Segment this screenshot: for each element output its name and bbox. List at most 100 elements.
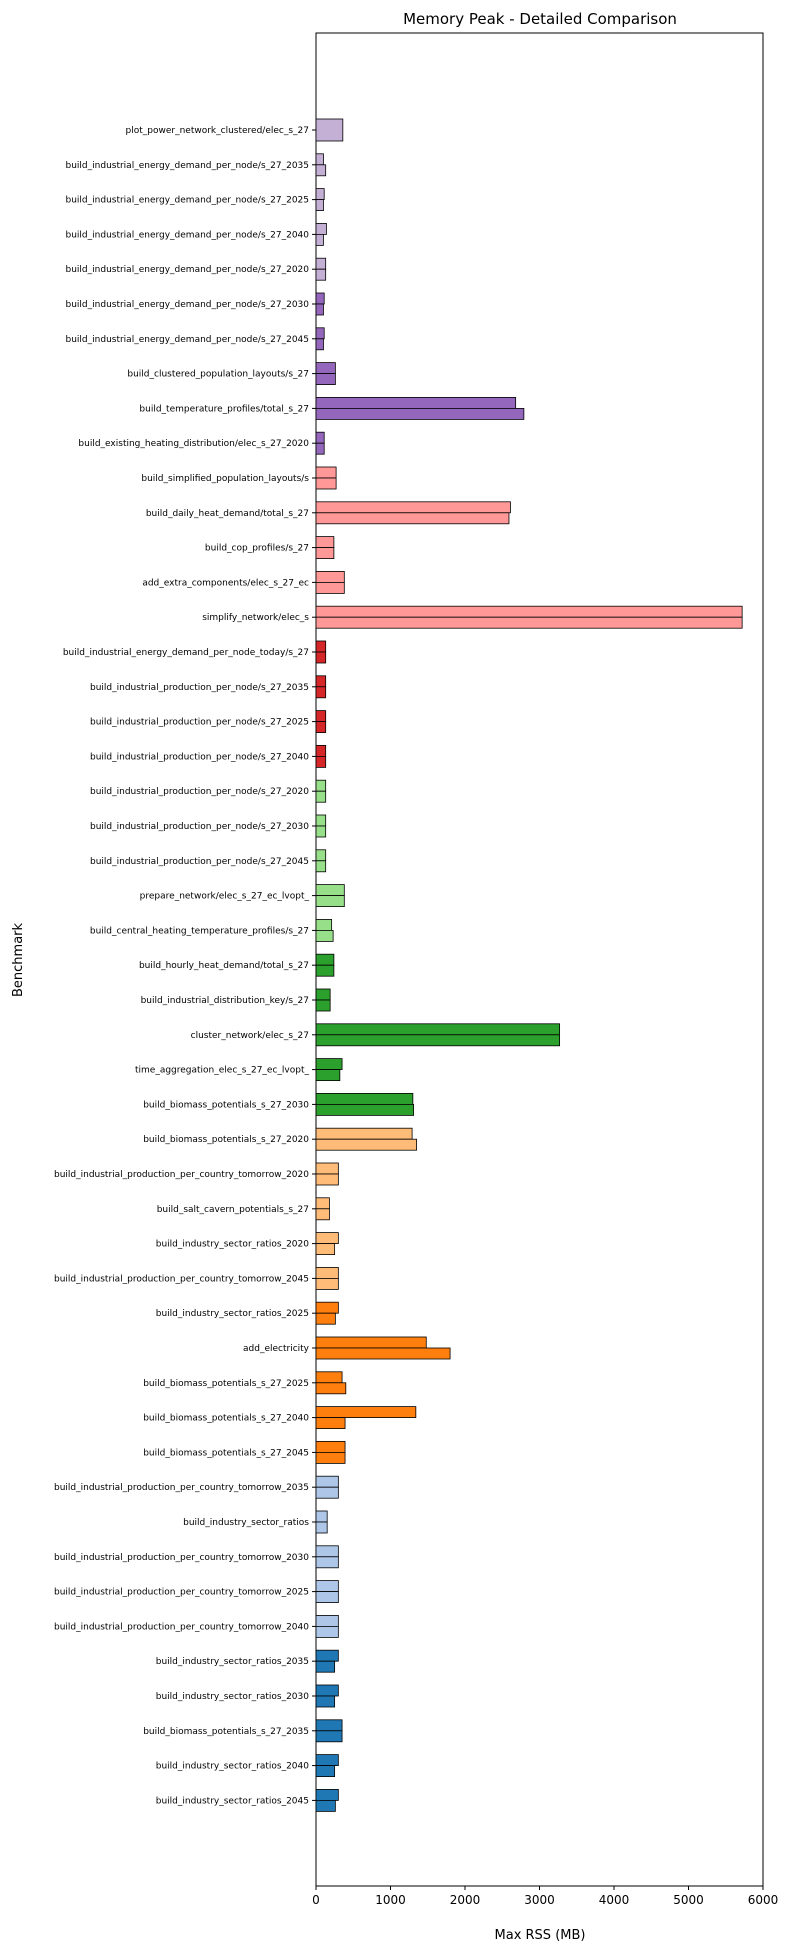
bar-5-1 bbox=[315, 303, 324, 316]
category-label-35: add_electricity bbox=[243, 1344, 310, 1354]
bar-13-1 bbox=[315, 582, 345, 594]
bar-39-0 bbox=[315, 1475, 339, 1488]
bar-40-1 bbox=[315, 1521, 328, 1534]
bar-34-0 bbox=[315, 1301, 339, 1314]
bar-36-1 bbox=[315, 1382, 347, 1395]
bar-15-1 bbox=[315, 651, 327, 664]
bar-16-1 bbox=[315, 686, 327, 699]
category-label-32: build_industry_sector_ratios_2020 bbox=[156, 1240, 310, 1250]
bar-48-1 bbox=[315, 1800, 336, 1812]
bar-45-0 bbox=[315, 1684, 339, 1697]
category-label-13: add_extra_components/elec_s_27_ec bbox=[142, 578, 309, 588]
x-tick-label-2: 2000 bbox=[450, 1893, 481, 1907]
x-tick-label-4: 4000 bbox=[599, 1893, 630, 1907]
bar-26-1 bbox=[315, 1034, 561, 1047]
bar-19-0 bbox=[315, 779, 327, 792]
bar-18-0 bbox=[315, 745, 327, 757]
bar-21-0 bbox=[315, 849, 327, 862]
bar-1-0 bbox=[315, 153, 324, 166]
bar-24-1 bbox=[315, 964, 335, 977]
bar-29-1 bbox=[315, 1138, 417, 1151]
category-label-25: build_industrial_distribution_key/s_27 bbox=[141, 996, 309, 1006]
bar-7-1 bbox=[315, 373, 336, 386]
bar-31-0 bbox=[315, 1197, 330, 1210]
bar-47-1 bbox=[315, 1765, 336, 1777]
category-label-5: build_industrial_energy_demand_per_node/… bbox=[66, 300, 310, 310]
category-label-31: build_salt_cavern_potentials_s_27 bbox=[157, 1205, 309, 1215]
x-tick-label-5: 5000 bbox=[673, 1893, 704, 1907]
x-axis-title: Max RSS (MB) bbox=[495, 1928, 586, 1943]
category-label-14: simplify_network/elec_s bbox=[202, 613, 309, 623]
category-label-37: build_biomass_potentials_s_27_2040 bbox=[143, 1414, 309, 1424]
chart-title: Memory Peak - Detailed Comparison bbox=[403, 10, 677, 28]
bar-5-0 bbox=[315, 292, 325, 305]
bar-42-1 bbox=[315, 1591, 339, 1603]
bar-3-1 bbox=[315, 233, 324, 246]
category-label-38: build_biomass_potentials_s_27_2045 bbox=[143, 1448, 309, 1458]
bar-11-0 bbox=[315, 501, 511, 514]
bar-44-1 bbox=[315, 1660, 336, 1673]
category-label-15: build_industrial_energy_demand_per_node_… bbox=[63, 648, 309, 658]
bar-7-0 bbox=[315, 362, 336, 375]
category-label-42: build_industrial_production_per_country_… bbox=[54, 1588, 309, 1598]
category-label-26: cluster_network/elec_s_27 bbox=[191, 1031, 309, 1041]
bar-25-1 bbox=[315, 999, 331, 1012]
category-label-2: build_industrial_energy_demand_per_node/… bbox=[66, 196, 309, 206]
bar-4-0 bbox=[315, 257, 327, 270]
bar-25-0 bbox=[315, 988, 331, 1001]
category-label-46: build_biomass_potentials_s_27_2035 bbox=[143, 1727, 309, 1737]
bar-8-0 bbox=[315, 396, 517, 409]
bar-31-1 bbox=[315, 1208, 330, 1221]
bar-1-1 bbox=[315, 164, 327, 177]
category-label-39: build_industrial_production_per_country_… bbox=[54, 1483, 309, 1493]
bar-13-0 bbox=[315, 571, 345, 583]
bar-0-0 bbox=[315, 118, 344, 142]
category-label-9: build_existing_heating_distribution/elec… bbox=[78, 439, 309, 449]
x-axis-ticks: 0 1000 2000 3000 4000 5000 6000 bbox=[312, 1886, 778, 1907]
bar-40-0 bbox=[315, 1510, 328, 1523]
category-label-16: build_industrial_production_per_node/s_2… bbox=[90, 683, 309, 693]
category-label-22: prepare_network/elec_s_27_ec_lvopt_ bbox=[140, 892, 310, 902]
bar-23-1 bbox=[315, 930, 334, 942]
bar-34-1 bbox=[315, 1312, 336, 1325]
bar-11-1 bbox=[315, 512, 510, 525]
bar-46-1 bbox=[315, 1730, 343, 1743]
category-label-19: build_industrial_production_per_node/s_2… bbox=[90, 787, 309, 797]
category-label-23: build_central_heating_temperature_profil… bbox=[90, 926, 309, 936]
bar-18-1 bbox=[315, 756, 327, 768]
category-label-18: build_industrial_production_per_node/s_2… bbox=[90, 752, 309, 762]
category-label-3: build_industrial_energy_demand_per_node/… bbox=[66, 230, 310, 240]
bar-10-1 bbox=[315, 477, 337, 490]
category-label-47: build_industry_sector_ratios_2040 bbox=[156, 1762, 310, 1772]
bar-27-1 bbox=[315, 1069, 341, 1081]
category-labels: plot_power_network_clustered/elec_s_27bu… bbox=[54, 126, 316, 1806]
bar-6-0 bbox=[315, 327, 325, 340]
bar-24-0 bbox=[315, 953, 335, 966]
bar-19-1 bbox=[315, 790, 327, 803]
bar-35-0 bbox=[315, 1336, 427, 1349]
bar-33-1 bbox=[315, 1278, 339, 1290]
category-label-44: build_industry_sector_ratios_2035 bbox=[156, 1657, 309, 1667]
bar-33-0 bbox=[315, 1267, 339, 1279]
category-label-0: plot_power_network_clustered/elec_s_27 bbox=[126, 126, 309, 136]
bar-26-0 bbox=[315, 1023, 561, 1036]
bar-32-1 bbox=[315, 1243, 336, 1255]
category-label-30: build_industrial_production_per_country_… bbox=[54, 1170, 309, 1180]
bar-22-0 bbox=[315, 884, 345, 896]
bar-2-0 bbox=[315, 188, 325, 201]
bar-38-0 bbox=[315, 1441, 346, 1453]
bar-10-0 bbox=[315, 466, 337, 479]
category-label-33: build_industrial_production_per_country_… bbox=[54, 1274, 309, 1284]
bar-30-0 bbox=[315, 1162, 339, 1175]
category-label-34: build_industry_sector_ratios_2025 bbox=[156, 1309, 309, 1319]
bar-14-1 bbox=[315, 616, 743, 629]
bar-43-1 bbox=[315, 1626, 339, 1638]
bar-14-0 bbox=[315, 605, 743, 618]
bar-35-1 bbox=[315, 1347, 451, 1360]
bar-46-0 bbox=[315, 1719, 343, 1732]
bar-36-0 bbox=[315, 1371, 343, 1384]
category-label-27: time_aggregation_elec_s_27_ec_lvopt_ bbox=[135, 1066, 310, 1076]
bar-4-1 bbox=[315, 268, 327, 281]
